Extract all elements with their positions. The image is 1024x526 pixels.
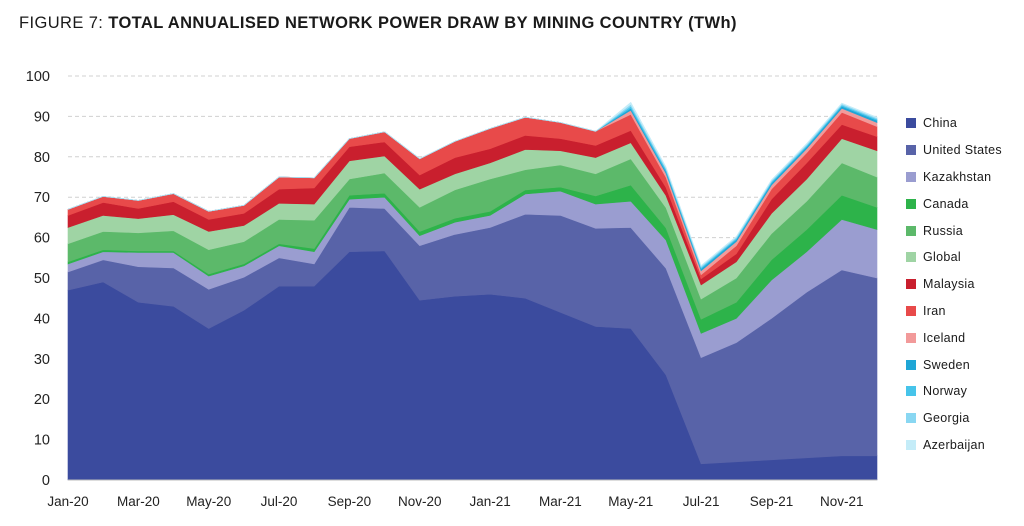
x-tick-label: Jul-21 [683,494,720,509]
legend-swatch [906,252,916,263]
x-tick-label: May-21 [608,494,653,509]
x-tick-label: Nov-20 [398,494,442,509]
legend-item-canada: Canada [906,190,1002,217]
legend-item-iran: Iran [906,298,1002,325]
legend-item-russia: Russia [906,217,1002,244]
legend-swatch [906,279,916,290]
legend-swatch [906,145,916,156]
y-tick-label: 90 [34,109,50,125]
x-tick-label: Mar-20 [117,494,160,509]
y-tick-label: 0 [42,473,50,489]
figure-number: FIGURE 7: [19,14,109,32]
legend-swatch [906,332,916,343]
y-tick-label: 30 [34,352,50,368]
legend-label: Kazakhstan [923,169,992,184]
legend-label: Canada [923,196,969,211]
y-tick-label: 80 [34,150,50,166]
legend-swatch [906,359,916,370]
legend-swatch [906,305,916,316]
area-azerbaijan [67,101,878,267]
legend-label: Malaysia [923,277,975,292]
legend-label: Russia [923,223,964,238]
x-tick-label: Sep-20 [328,494,372,509]
y-tick-label: 20 [34,392,50,408]
legend-item-china: China [906,110,1002,137]
legend-label: Iran [923,303,946,318]
legend-label: China [923,116,958,131]
legend-item-global: Global [906,244,1002,271]
x-tick-label: Nov-21 [820,494,864,509]
legend-item-sweden: Sweden [906,351,1002,378]
legend-item-united-states: United States [906,137,1002,164]
chart-heading: TOTAL ANNUALISED NETWORK POWER DRAW BY M… [108,14,737,32]
x-tick-label: Sep-21 [750,494,794,509]
legend-swatch [906,171,916,182]
legend-swatch [906,225,916,236]
x-tick-label: Jan-21 [469,494,510,509]
x-tick-label: Mar-21 [539,494,582,509]
x-tick-label: May-20 [186,494,231,509]
legend-item-kazakhstan: Kazakhstan [906,164,1002,191]
y-tick-label: 10 [34,433,50,449]
legend-swatch [906,439,916,450]
legend-swatch [906,386,916,397]
y-tick-label: 70 [34,190,50,206]
legend-item-georgia: Georgia [906,405,1002,432]
legend-swatch [906,413,916,424]
legend-label: Sweden [923,357,970,372]
legend-item-norway: Norway [906,378,1002,405]
legend-swatch [906,198,916,209]
x-tick-label: Jan-20 [47,494,88,509]
legend-label: Georgia [923,411,970,426]
legend-label: United States [923,143,1002,158]
legend-item-azerbaijan: Azerbaijan [906,432,1002,459]
legend-label: Global [923,250,961,265]
chart-title: FIGURE 7: TOTAL ANNUALISED NETWORK POWER… [19,14,737,33]
legend-item-malaysia: Malaysia [906,271,1002,298]
x-tick-label: Jul-20 [261,494,298,509]
legend-label: Azerbaijan [923,437,986,452]
y-tick-label: 100 [26,69,50,85]
legend-item-iceland: Iceland [906,324,1002,351]
legend-label: Iceland [923,330,966,345]
legend-swatch [906,118,916,129]
legend-label: Norway [923,384,968,399]
y-tick-label: 60 [34,231,50,247]
y-tick-label: 50 [34,271,50,287]
chart-legend: China United States Kazakhstan Canada Russia… [906,110,1002,458]
y-tick-label: 40 [34,311,50,327]
